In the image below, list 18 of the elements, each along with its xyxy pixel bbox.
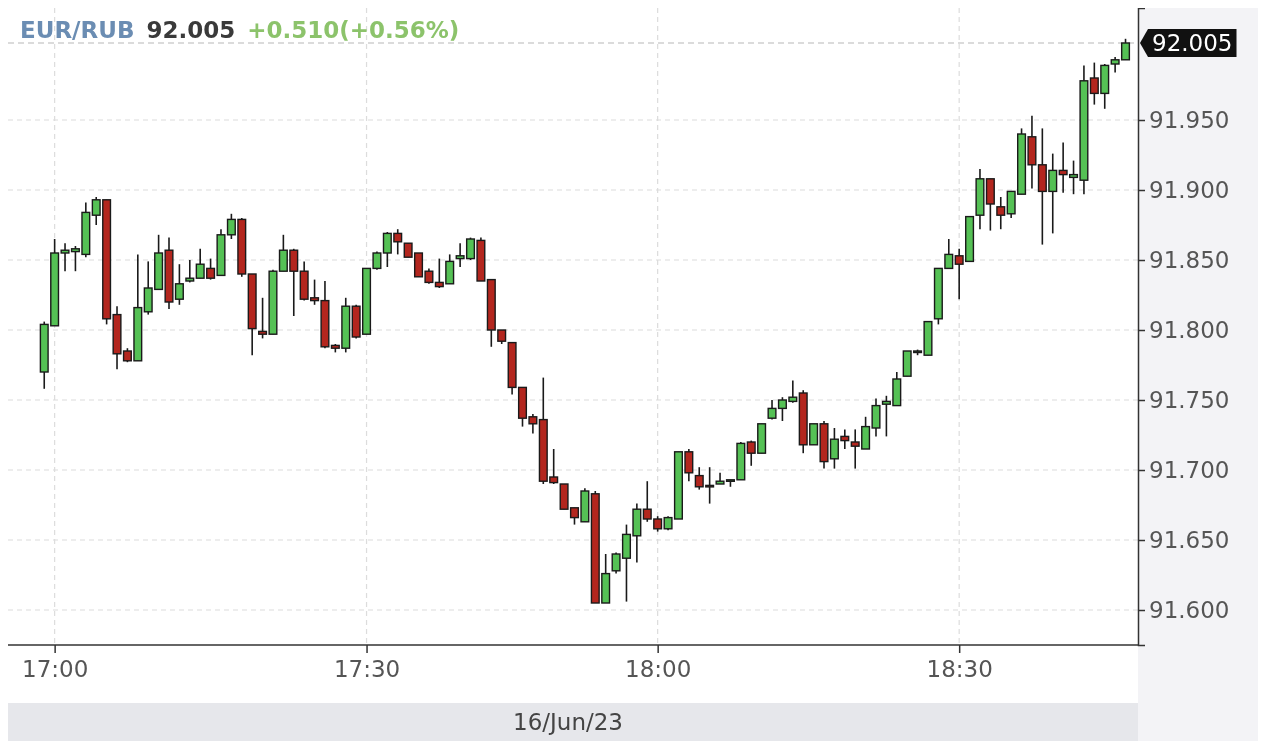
candlestick: [996, 196, 1006, 230]
y-tick-label: 91.900: [1149, 176, 1230, 203]
x-tick-label: 18:00: [625, 656, 692, 683]
y-tick-label: 91.950: [1149, 106, 1230, 133]
x-axis-title: 16/Jun/23: [513, 709, 623, 736]
chart-title: EUR/RUB: [20, 17, 135, 43]
annotation: +0.510(+0.56%): [247, 17, 460, 43]
ref-line-label: 92.005: [1152, 30, 1233, 57]
y-tick-label: 91.700: [1149, 456, 1230, 483]
annotation: 92.005: [146, 17, 236, 43]
y-tick-label: 91.800: [1149, 316, 1230, 343]
y-tick-label: 91.850: [1149, 246, 1230, 273]
x-tick-label: 18:30: [926, 656, 993, 683]
y-tick-label: 91.600: [1149, 596, 1230, 623]
x-tick-label: 17:00: [21, 656, 89, 683]
x-tick-label: 17:30: [333, 656, 401, 683]
y-tick-label: 91.650: [1149, 526, 1230, 553]
y-tick-label: 91.750: [1149, 386, 1230, 413]
